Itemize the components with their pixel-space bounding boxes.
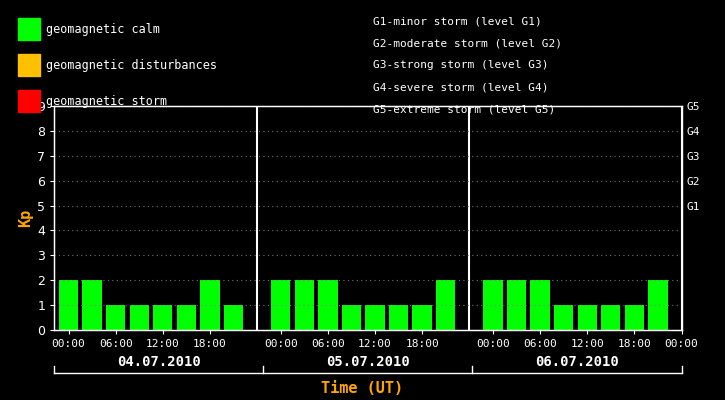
- Bar: [413, 305, 432, 330]
- Bar: [365, 305, 385, 330]
- Text: geomagnetic storm: geomagnetic storm: [46, 95, 167, 108]
- Bar: [578, 305, 597, 330]
- Bar: [601, 305, 621, 330]
- Bar: [224, 305, 243, 330]
- Bar: [271, 280, 291, 330]
- Bar: [648, 280, 668, 330]
- Bar: [389, 305, 408, 330]
- Bar: [436, 280, 455, 330]
- Bar: [130, 305, 149, 330]
- Text: G2-moderate storm (level G2): G2-moderate storm (level G2): [373, 38, 563, 48]
- Text: 05.07.2010: 05.07.2010: [326, 355, 410, 369]
- Bar: [177, 305, 196, 330]
- Bar: [153, 305, 173, 330]
- Text: G4-severe storm (level G4): G4-severe storm (level G4): [373, 82, 549, 92]
- Bar: [484, 280, 502, 330]
- Text: G5-extreme storm (level G5): G5-extreme storm (level G5): [373, 104, 555, 114]
- Bar: [554, 305, 573, 330]
- Text: Time (UT): Time (UT): [321, 381, 404, 396]
- Text: geomagnetic calm: geomagnetic calm: [46, 23, 160, 36]
- Text: geomagnetic disturbances: geomagnetic disturbances: [46, 59, 217, 72]
- Bar: [625, 305, 644, 330]
- Bar: [318, 280, 338, 330]
- Text: G3-strong storm (level G3): G3-strong storm (level G3): [373, 60, 549, 70]
- Bar: [59, 280, 78, 330]
- Text: G1-minor storm (level G1): G1-minor storm (level G1): [373, 16, 542, 26]
- Bar: [106, 305, 125, 330]
- Bar: [83, 280, 102, 330]
- Text: 04.07.2010: 04.07.2010: [117, 355, 201, 369]
- Bar: [341, 305, 361, 330]
- Text: 06.07.2010: 06.07.2010: [535, 355, 619, 369]
- Y-axis label: Kp: Kp: [18, 209, 33, 227]
- Bar: [200, 280, 220, 330]
- Bar: [531, 280, 550, 330]
- Bar: [507, 280, 526, 330]
- Bar: [294, 280, 314, 330]
